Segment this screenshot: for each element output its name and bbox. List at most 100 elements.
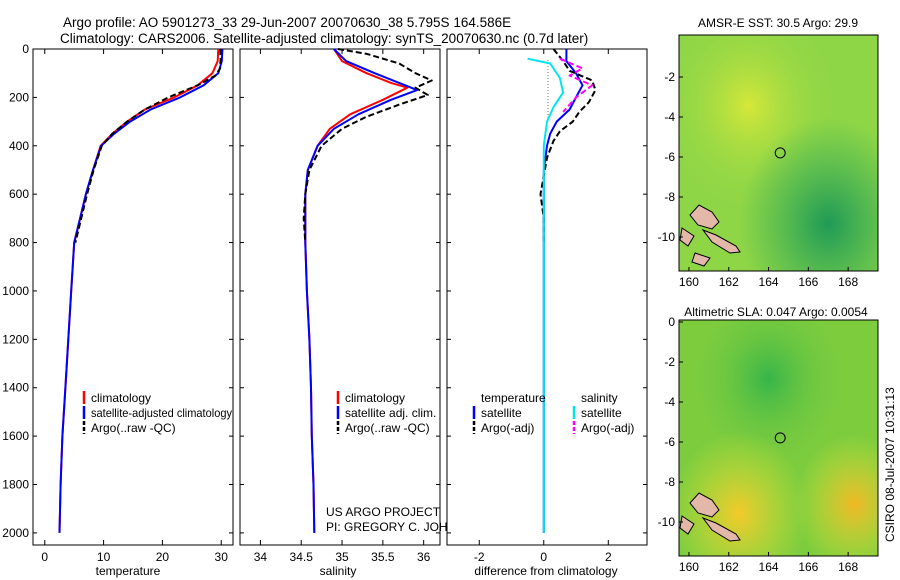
- sst-map-xtick-label: 164: [759, 275, 779, 289]
- temperature-panel: 0 10 20 30 0 200 400 600 800 1000 1200 1400 1600 180…: [2, 42, 234, 578]
- sst-map-panel: AMSR-E SST: 30.5 Argo: 29.9 160 162 164 166…: [658, 16, 879, 289]
- depth-tick-label: 1200: [2, 332, 29, 346]
- sla-map-ytick-label: -6: [664, 435, 675, 449]
- sla-map-island-1: [689, 492, 720, 518]
- difference-panel: -2 0 2 difference from climatology tempera…: [446, 48, 648, 578]
- difference-xtick-label: 0: [540, 550, 547, 564]
- depth-tick-label: 1400: [2, 381, 29, 395]
- sst-map-frame: [678, 34, 879, 272]
- sla-map-ytick-label: -8: [664, 475, 675, 489]
- credit-line2: PI: GREGORY C. JOHNSON: [326, 520, 482, 534]
- depth-tick-label: 200: [9, 90, 29, 104]
- difference-legend-temp-satellite: satellite: [481, 406, 522, 420]
- difference-xlabel: difference from climatology: [474, 564, 617, 578]
- salinity-legend-argo: Argo(..raw -QC): [345, 421, 430, 435]
- sla-map-title: Altimetric SLA: 0.047 Argo: 0.0054: [684, 305, 868, 319]
- salinity-legend: climatology satellite adj. clim. Argo(..…: [336, 391, 436, 435]
- temperature-xtick-label: 20: [156, 550, 170, 564]
- salinity-series-argo-raw-qc: [302, 48, 433, 243]
- salinity-xtick-label: 35.5: [371, 550, 395, 564]
- sla-map-panel: Altimetric SLA: 0.047 Argo: 0.0054 160 16…: [658, 305, 879, 574]
- sla-map-ytick-label: -4: [664, 395, 675, 409]
- temperature-legend-argo: Argo(..raw -QC): [91, 421, 176, 435]
- sst-map-island-4: [691, 252, 711, 267]
- salinity-series-satellite-adj-clim: [304, 48, 419, 533]
- sst-map-ytick-label: -4: [664, 110, 675, 124]
- difference-ticks: -2 0 2: [447, 48, 647, 564]
- sst-map-island-2: [701, 228, 741, 254]
- difference-series-temperature-argo-adj: [539, 48, 597, 243]
- salinity-profile-lines: [302, 48, 433, 533]
- depth-tick-label: 600: [9, 187, 29, 201]
- depth-tick-label: 2000: [2, 526, 29, 540]
- salinity-legend-satellite: satellite adj. clim.: [345, 406, 436, 420]
- salinity-xtick-label: 36: [417, 550, 431, 564]
- credit-line1: US ARGO PROJECT: [326, 505, 441, 519]
- sla-map-xtick-label: 160: [679, 560, 699, 574]
- sst-map-ticks: 160 162 164 166 168 -2 -4 -6 -8 -10: [658, 70, 859, 289]
- temperature-xtick-label: 0: [41, 550, 48, 564]
- depth-tick-label: 1000: [2, 284, 29, 298]
- salinity-xtick-label: 34.5: [290, 550, 314, 564]
- temperature-legend: climatology satellite-adjusted climatolo…: [82, 391, 232, 435]
- salinity-legend-climatology: climatology: [345, 391, 405, 405]
- sst-map-ytick-label: -2: [664, 70, 675, 84]
- temperature-ticks: 0 10 20 30: [33, 48, 233, 564]
- sst-map-xtick-label: 162: [719, 275, 739, 289]
- sla-map-island-3: [679, 515, 695, 535]
- salinity-panel: 34 34.5 35 35.5 36 salinity climatology sate…: [239, 48, 482, 578]
- sst-map-cool-patch: [679, 35, 878, 271]
- salinity-ticks: 34 34.5 35 35.5 36: [240, 48, 440, 564]
- sst-map-title: AMSR-E SST: 30.5 Argo: 29.9: [698, 16, 858, 30]
- sla-map-xtick-label: 166: [798, 560, 818, 574]
- salinity-xtick-label: 34: [254, 550, 268, 564]
- salinity-xtick-label: 35: [335, 550, 349, 564]
- sst-map-xtick-label: 160: [679, 275, 699, 289]
- sst-map-xtick-label: 168: [838, 275, 858, 289]
- salinity-xlabel: salinity: [320, 564, 357, 578]
- difference-series-temperature-satellite: [542, 49, 584, 533]
- difference-legend-salinity-title: salinity: [581, 391, 618, 405]
- figure-title-line1: Argo profile: AO 5901273_33 29-Jun-2007 …: [63, 15, 511, 30]
- sla-map-island-2: [701, 516, 741, 542]
- difference-xtick-label: -2: [474, 550, 485, 564]
- temperature-xlabel: temperature: [96, 564, 161, 578]
- sla-map-xtick-label: 162: [719, 560, 739, 574]
- sla-map-ytick-label: 0: [668, 315, 675, 329]
- sla-map-frame: [678, 319, 879, 557]
- figure-title-line2: Climatology: CARS2006. Satellite-adjuste…: [60, 31, 588, 46]
- side-timestamp: CSIRO 08-Jul-2007 10:31:13: [883, 387, 897, 542]
- sst-map-argo-location-marker: [774, 147, 786, 159]
- difference-series-salinity-satellite: [527, 57, 565, 533]
- temperature-series-satellite-adjusted-climatology: [58, 48, 224, 533]
- temperature-xtick-label: 10: [97, 550, 111, 564]
- difference-legend-temp-argo: Argo(-adj): [481, 421, 534, 435]
- temperature-legend-satellite: satellite-adjusted climatology: [91, 406, 232, 420]
- temperature-legend-climatology: climatology: [91, 391, 151, 405]
- sst-map-ytick-label: -8: [664, 190, 675, 204]
- difference-xtick-label: 2: [605, 550, 612, 564]
- temperature-xtick-label: 30: [215, 550, 229, 564]
- difference-legend: temperature satellite Argo(-adj) salinit…: [472, 391, 634, 435]
- temperature-series-argo-raw-qc: [74, 48, 222, 243]
- sla-map-argo-location-marker: [774, 432, 786, 444]
- sst-map-island-3: [679, 227, 695, 247]
- sla-map-ytick-label: -2: [664, 355, 675, 369]
- salinity-axes-frame: [239, 48, 441, 546]
- sst-map-xtick-label: 166: [798, 275, 818, 289]
- depth-tick-label: 0: [22, 42, 29, 56]
- sla-map-xtick-label: 164: [759, 560, 779, 574]
- depth-tick-label: 1800: [2, 478, 29, 492]
- sla-map-ticks: 160 162 164 166 168 0 -2 -4 -6 -8 -10: [658, 315, 859, 574]
- depth-axis-ticks: 0 200 400 600 800 1000 1200 1400 1600 1800 2000: [2, 42, 29, 540]
- sla-map-ytick-label: -10: [658, 515, 676, 529]
- depth-tick-label: 1600: [2, 429, 29, 443]
- difference-legend-sal-argo: Argo(-adj): [581, 421, 634, 435]
- sst-map-island-1: [689, 204, 720, 230]
- sst-map-ytick-label: -6: [664, 150, 675, 164]
- difference-profile-lines: [527, 48, 597, 533]
- difference-legend-sal-satellite: satellite: [581, 406, 622, 420]
- sst-map-ytick-label: -10: [658, 230, 676, 244]
- difference-legend-temperature-title: temperature: [481, 391, 546, 405]
